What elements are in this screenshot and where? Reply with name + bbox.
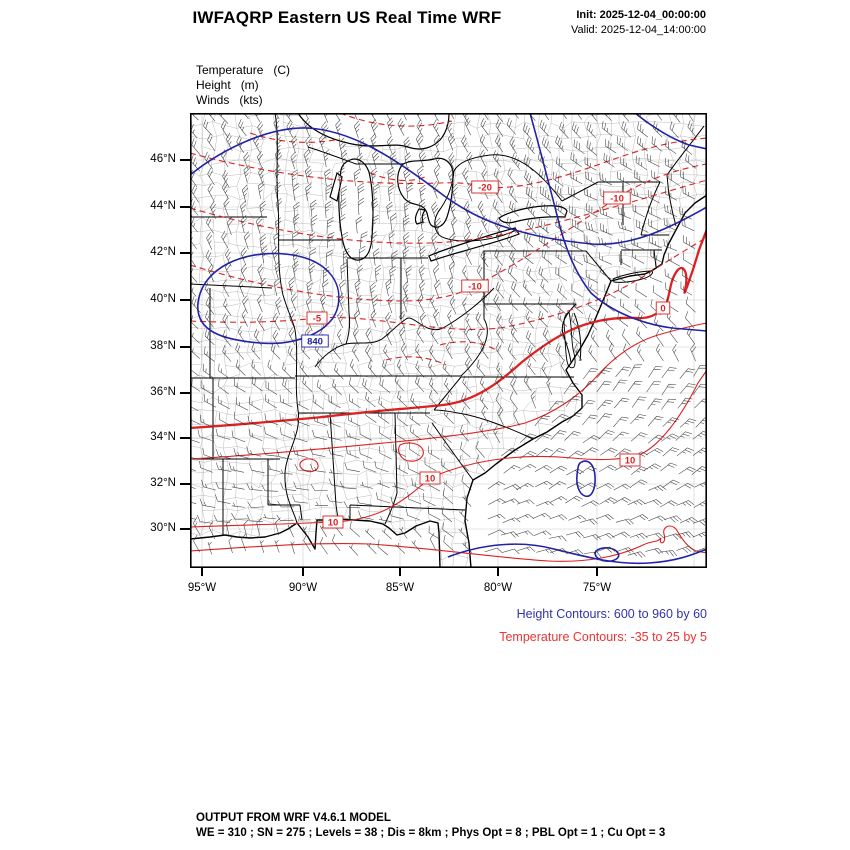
lat-tick-label: 34°N (150, 431, 176, 443)
lon-tick (201, 568, 203, 576)
contour-label-box (655, 301, 671, 315)
lat-tick (180, 437, 190, 439)
contour-label-box (419, 471, 441, 485)
init-time-label: Init: 2025-12-04_00:00:00 (576, 9, 706, 21)
legend-winds-row: Winds (kts) (196, 93, 290, 108)
lon-tick (302, 568, 304, 576)
lat-tick (180, 159, 190, 161)
map-svg: -20 -10 -10 -5 0 10 10 10 840 (190, 113, 707, 568)
legend-temperature-name: Temperature (196, 63, 264, 77)
ontario-peninsula (434, 154, 563, 242)
height-contours (190, 113, 707, 565)
contour-label-value: 0 (660, 303, 665, 314)
contour-label-value: 10 (625, 455, 636, 466)
contour-labels: -20 -10 -10 -5 0 10 10 10 840 (301, 180, 671, 529)
lat-tick-label: 32°N (150, 477, 176, 489)
mississippi-river (274, 113, 300, 524)
contour-label-value: -10 (610, 193, 624, 204)
lon-tick (399, 568, 401, 576)
delmarva-coast (573, 312, 582, 362)
lat-tick-label: 44°N (150, 200, 176, 212)
contour-label-box (619, 453, 641, 467)
contour-label-value: -20 (478, 182, 492, 193)
wind-barb-staffs (190, 113, 707, 558)
saginaw-bay (414, 208, 427, 225)
legend-height-name: Height (196, 78, 231, 92)
lat-tick-label: 30°N (150, 522, 176, 534)
lon-tick-label: 85°W (385, 582, 415, 594)
lon-tick (596, 568, 598, 576)
lat-tick-label: 38°N (150, 340, 176, 352)
lon-tick (497, 568, 499, 576)
contour-label-box (461, 279, 489, 293)
legend-winds-name: Winds (196, 93, 230, 107)
legend-row-temperature: Temperature (C) (196, 63, 290, 78)
lon-tick-label: 75°W (582, 582, 612, 594)
coastline (190, 194, 707, 568)
contour-label-box (322, 515, 344, 529)
plot-title: IWFAQRP Eastern US Real Time WRF (192, 8, 502, 27)
footer-config-line: WE = 310 ; SN = 275 ; Levels = 38 ; Dis … (196, 827, 666, 839)
contour-label-box (471, 180, 499, 194)
legend-temperature-unit: (C) (273, 63, 291, 77)
legend-height-row: Height (m) (196, 78, 290, 93)
contour-label-value: 10 (425, 473, 436, 484)
contour-label-box (603, 191, 631, 205)
lat-tick-label: 46°N (150, 153, 176, 165)
lat-tick (180, 392, 190, 394)
zero-isotherm (190, 228, 707, 430)
lake-michigan (338, 158, 374, 261)
lat-tick-label: 40°N (150, 293, 176, 305)
map-area: -20 -10 -10 -5 0 10 10 10 840 (190, 113, 707, 568)
lat-tick (180, 252, 190, 254)
contour-label-value: 10 (328, 517, 339, 528)
lat-tick (180, 483, 190, 485)
contour-label-value: -10 (468, 281, 482, 292)
lake-erie (428, 227, 520, 262)
height-contours-caption: Height Contours: 600 to 960 by 60 (516, 607, 707, 621)
legend-winds-unit: (kts) (239, 93, 263, 107)
temperature-contours-caption: Temperature Contours: -35 to 25 by 5 (499, 630, 707, 644)
lon-tick-label: 80°W (483, 582, 513, 594)
valid-time-label: Valid: 2025-12-04_14:00:00 (571, 24, 706, 36)
lon-tick-label: 95°W (187, 582, 217, 594)
contour-label-box (306, 311, 328, 325)
lat-tick (180, 206, 190, 208)
wind-barbs (190, 113, 707, 558)
contour-label-box (301, 334, 329, 348)
lat-tick (180, 346, 190, 348)
contour-label-value: 840 (307, 336, 323, 347)
variable-legend: Temperature (C) Height (m) Winds (kts) (196, 63, 290, 108)
map-frame (190, 113, 707, 568)
lon-tick-label: 90°W (288, 582, 318, 594)
footer-model-line: OUTPUT FROM WRF V4.6.1 MODEL (196, 812, 391, 824)
lat-tick (180, 528, 190, 530)
ohio-river (314, 287, 495, 368)
lat-tick-label: 42°N (150, 246, 176, 258)
contour-label-value: -5 (313, 313, 322, 324)
lat-tick-label: 36°N (150, 386, 176, 398)
lat-tick (180, 299, 190, 301)
legend-height-unit: (m) (240, 78, 259, 92)
